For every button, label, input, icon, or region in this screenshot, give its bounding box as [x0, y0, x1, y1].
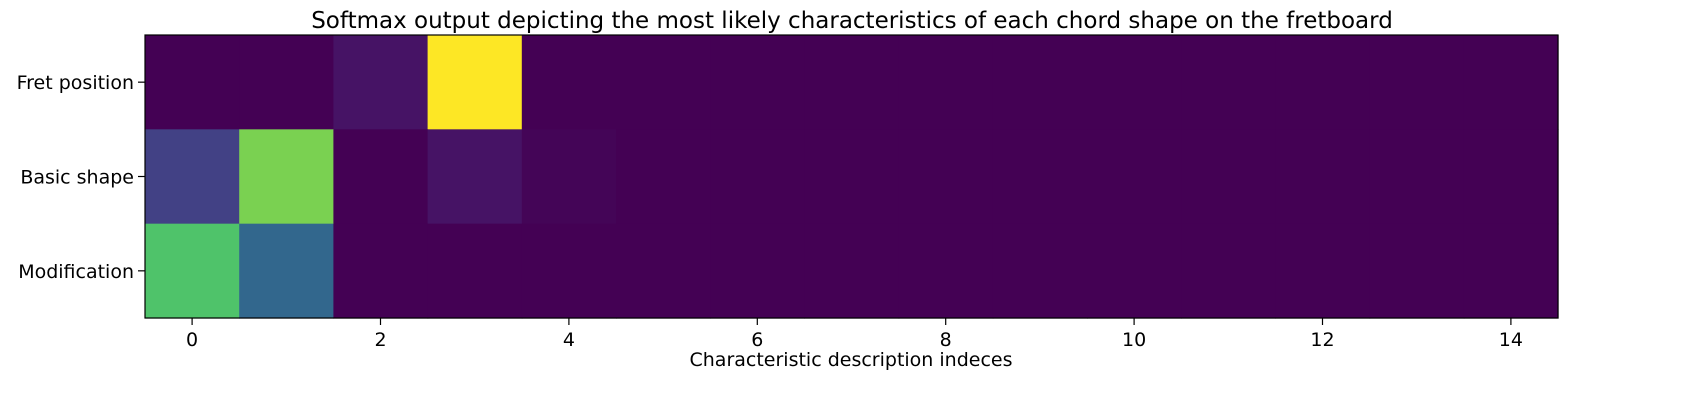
heatmap-cell-r2-c7: [804, 223, 900, 319]
heatmap-cell-r0-c7: [804, 35, 900, 130]
heatmap-cell-r1-c3: [427, 129, 523, 225]
heatmap-cell-r1-c10: [1087, 129, 1182, 225]
x-tick-label: 12: [1310, 329, 1334, 351]
x-tick-label: 14: [1499, 329, 1523, 351]
heatmap-cell-r2-c1: [239, 223, 334, 319]
heatmap-cell-r1-c6: [710, 129, 805, 225]
heatmap-cell-r2-c13: [1369, 223, 1465, 319]
heatmap-cell-r2-c11: [1181, 223, 1276, 319]
heatmap-cell-r1-c9: [992, 129, 1088, 225]
heatmap-cell-r0-c2: [333, 35, 429, 130]
heatmap-cell-r2-c9: [992, 223, 1088, 319]
heatmap-cell-r2-c4: [521, 223, 617, 319]
x-axis-label: Characteristic description indeces: [690, 349, 1013, 371]
y-tick-label: Basic shape: [20, 167, 134, 189]
heatmap-cell-r1-c8: [898, 129, 994, 225]
heatmap-cell-r0-c1: [239, 35, 334, 130]
heatmap-cell-r1-c12: [1275, 129, 1371, 225]
heatmap-cell-r0-c9: [992, 35, 1088, 130]
heatmap-cell-r1-c2: [333, 129, 429, 225]
heatmap-cell-r0-c12: [1275, 35, 1371, 130]
x-tick-label: 2: [374, 329, 386, 351]
x-axis: 0 2 4 6 8 10 12 14: [186, 318, 1523, 351]
heatmap-cell-r1-c4: [521, 129, 617, 225]
heatmap-cells: [145, 35, 1559, 319]
heatmap-cell-r0-c13: [1369, 35, 1465, 130]
heatmap-cell-r0-c11: [1181, 35, 1276, 130]
heatmap-cell-r2-c2: [333, 223, 429, 319]
heatmap-cell-r2-c8: [898, 223, 994, 319]
x-tick-label: 8: [940, 329, 952, 351]
heatmap-cell-r1-c0: [145, 129, 240, 225]
heatmap-cell-r2-c5: [616, 223, 711, 319]
heatmap-cell-r1-c5: [616, 129, 711, 225]
x-tick-label: 6: [751, 329, 763, 351]
heatmap-cell-r0-c8: [898, 35, 994, 130]
chart-title: Softmax output depicting the most likely…: [311, 8, 1393, 34]
heatmap-cell-r2-c12: [1275, 223, 1371, 319]
heatmap-cell-r2-c6: [710, 223, 805, 319]
x-tick-label: 0: [186, 329, 198, 351]
heatmap-cell-r0-c4: [521, 35, 617, 130]
heatmap-cell-r2-c0: [145, 223, 240, 319]
y-tick-label: Modification: [18, 261, 134, 283]
x-tick-label: 10: [1122, 329, 1146, 351]
heatmap-cell-r0-c10: [1087, 35, 1182, 130]
heatmap-cell-r1-c7: [804, 129, 900, 225]
heatmap-cell-r0-c6: [710, 35, 805, 130]
heatmap-cell-r1-c11: [1181, 129, 1276, 225]
y-axis: Fret position Basic shape Modification: [17, 72, 145, 283]
heatmap-cell-r1-c13: [1369, 129, 1465, 225]
heatmap-cell-r0-c0: [145, 35, 240, 130]
y-tick-label: Fret position: [17, 72, 134, 94]
heatmap-cell-r2-c14: [1463, 223, 1559, 319]
x-tick-label: 4: [563, 329, 575, 351]
heatmap-cell-r2-c10: [1087, 223, 1182, 319]
heatmap-cell-r0-c14: [1463, 35, 1559, 130]
heatmap-cell-r0-c3: [427, 35, 523, 130]
heatmap-cell-r0-c5: [616, 35, 711, 130]
heatmap-cell-r1-c1: [239, 129, 334, 225]
heatmap-cell-r1-c14: [1463, 129, 1559, 225]
heatmap-cell-r2-c3: [427, 223, 523, 319]
